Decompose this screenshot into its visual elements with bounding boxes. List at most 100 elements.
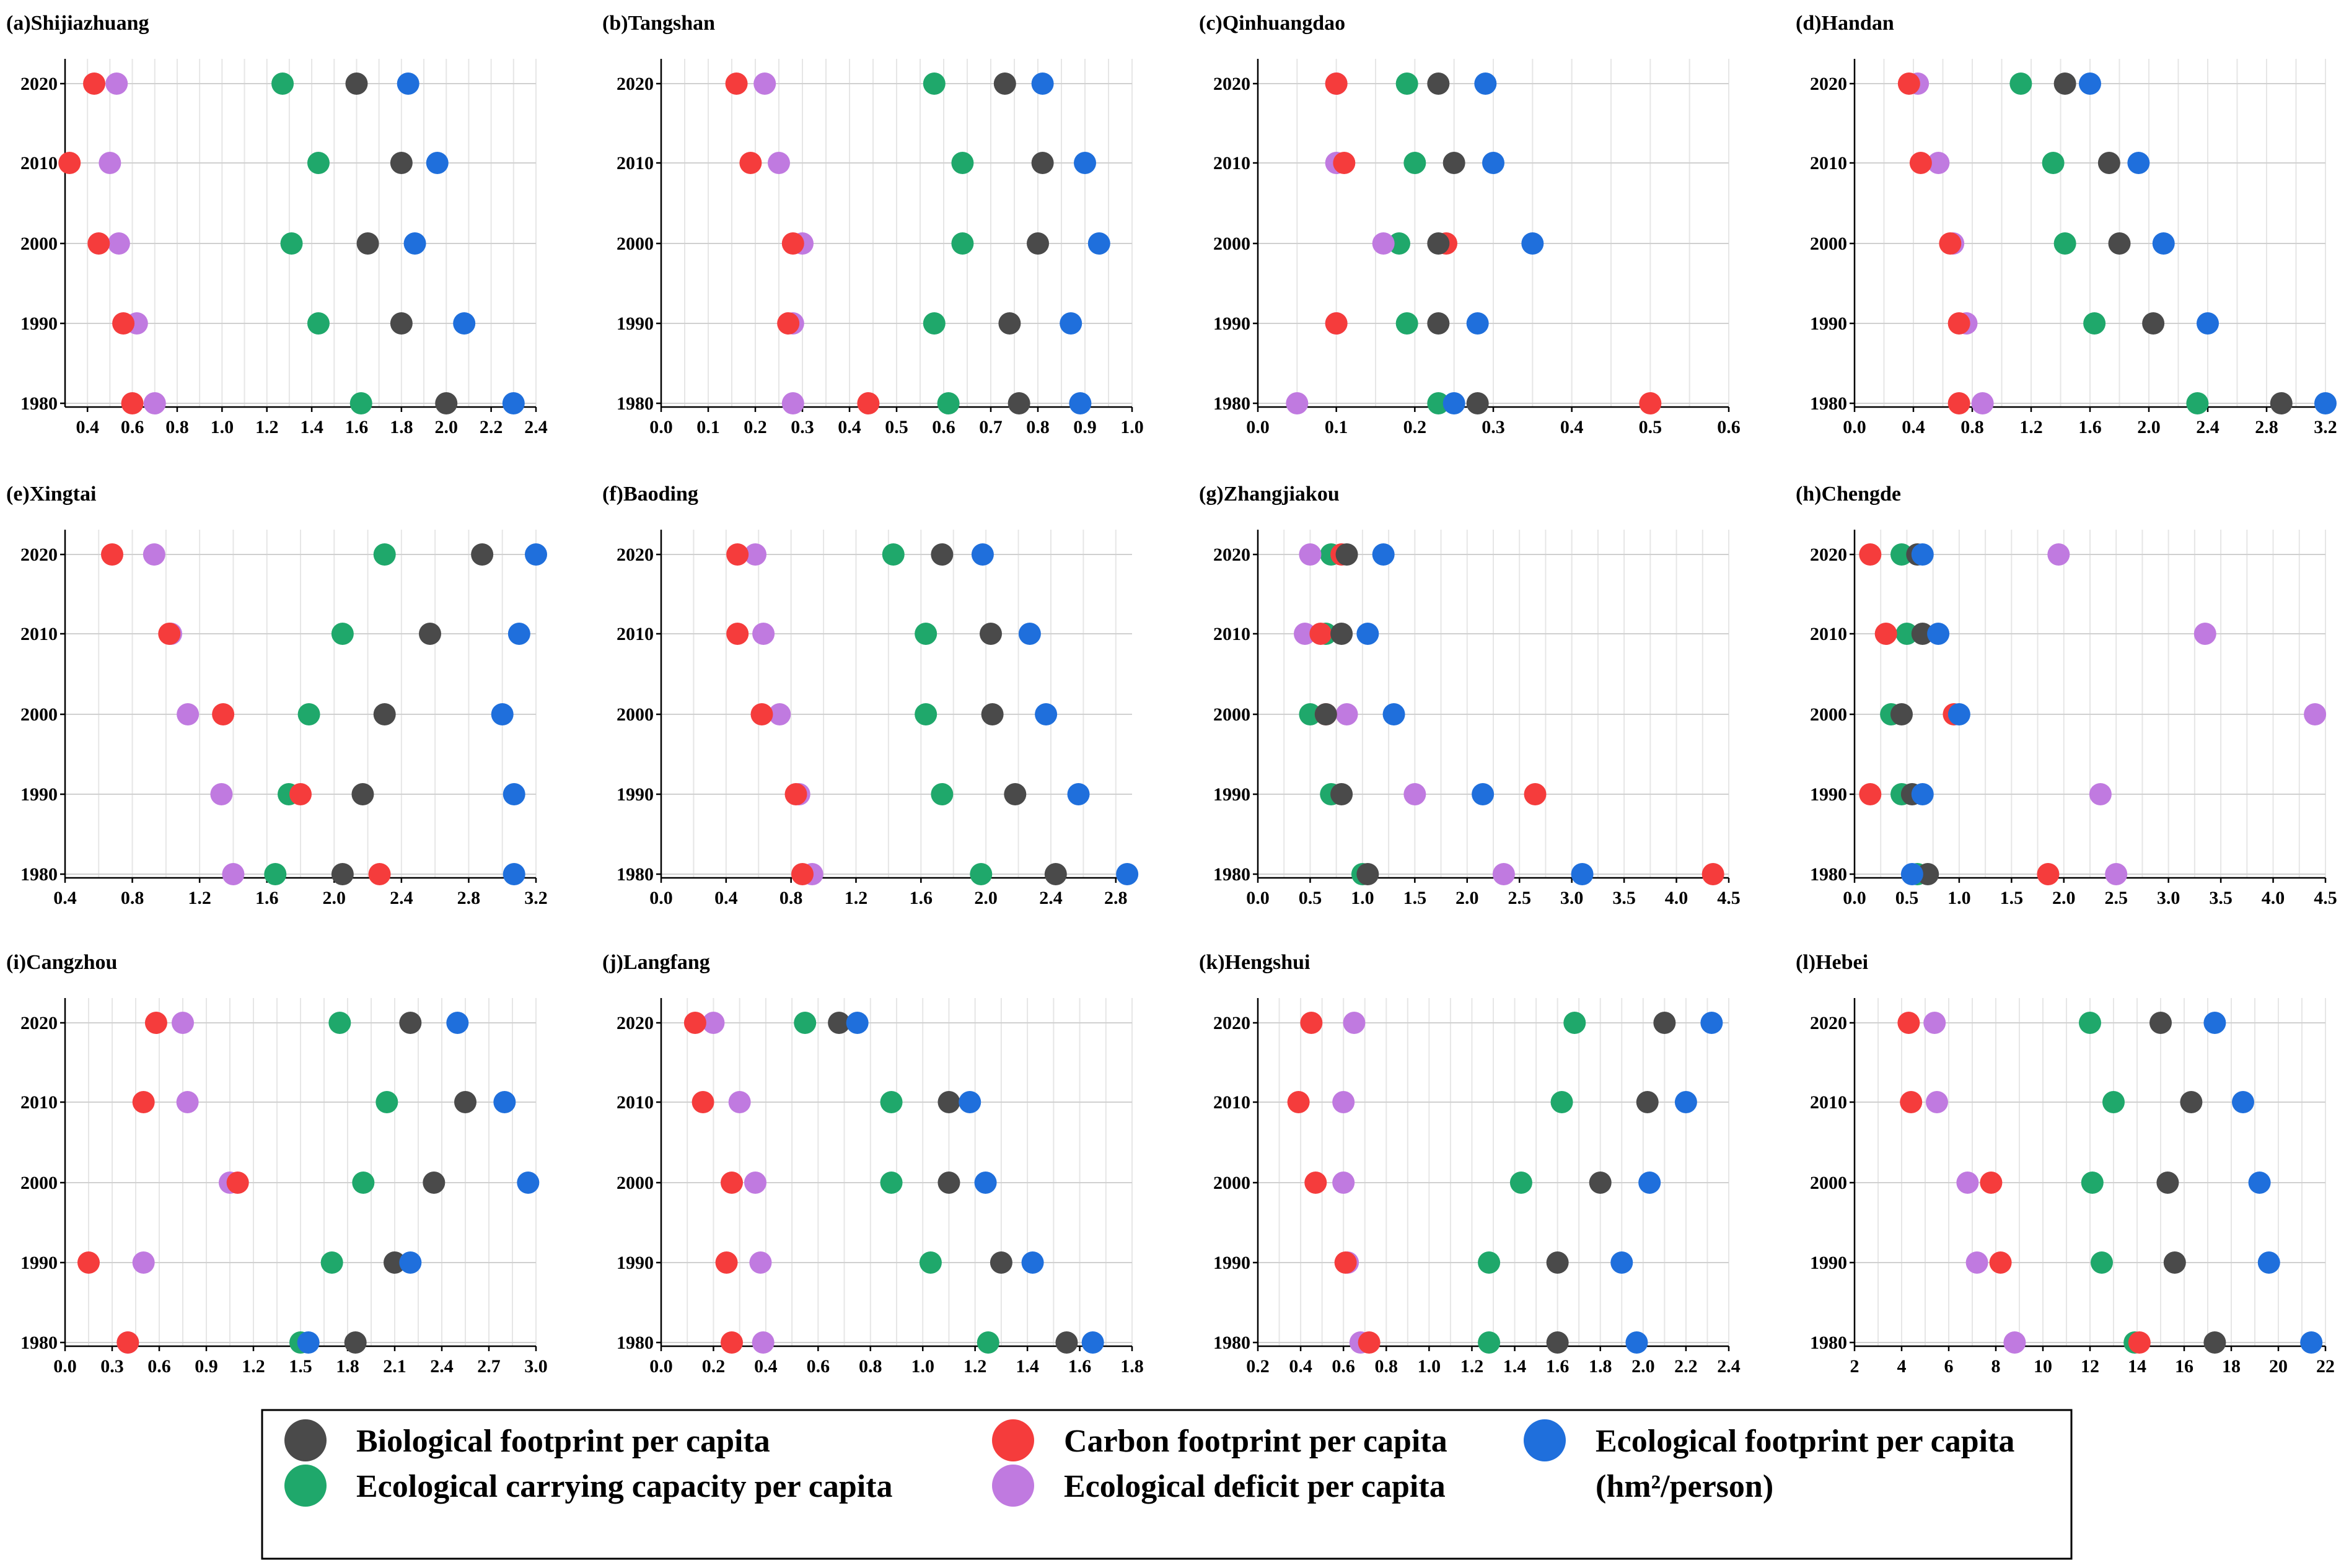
point-def-2010 <box>176 1091 199 1113</box>
point-carbon-1990 <box>289 783 312 805</box>
point-eco-1980 <box>1900 863 1923 885</box>
point-bio-2000 <box>423 1172 446 1194</box>
y-tick-label: 2000 <box>20 1173 58 1193</box>
y-tick-label: 1980 <box>1213 1333 1250 1353</box>
point-cap-2010 <box>331 623 354 645</box>
point-bio-2020 <box>993 72 1016 95</box>
y-tick-label: 2020 <box>617 1013 654 1033</box>
point-bio-1990 <box>390 312 413 335</box>
x-tick-label: 0.3 <box>791 417 814 437</box>
point-eco-2010 <box>1674 1091 1697 1113</box>
x-tick-label: 0.0 <box>649 888 673 908</box>
x-tick-label: 2.8 <box>457 888 481 908</box>
point-cap-2000 <box>1388 232 1410 255</box>
x-tick-label: 2.7 <box>477 1356 501 1377</box>
point-def-2000 <box>107 232 130 255</box>
x-tick-label: 0.4 <box>76 417 99 437</box>
legend-marker <box>992 1465 1034 1507</box>
y-tick-label: 1990 <box>1810 1253 1847 1273</box>
point-eco-2000 <box>1947 703 1970 725</box>
panel-title: (c)Qinhuangdao <box>1199 12 1345 35</box>
y-tick-label: 2020 <box>617 545 654 565</box>
point-bio-2020 <box>2149 1012 2172 1034</box>
point-cap-2000 <box>280 232 303 255</box>
panel-title: (k)Hengshui <box>1199 951 1311 974</box>
y-tick-label: 2010 <box>1213 1092 1250 1113</box>
legend-marker <box>284 1465 327 1507</box>
x-tick-label: 1.0 <box>911 1356 934 1377</box>
y-tick-label: 2020 <box>20 74 58 94</box>
panel-2: (b)Tangshan 2020 2010 2000 1990 1980 0.0 0.1 0.2… <box>602 12 1144 437</box>
x-tick-label: 8 <box>1991 1356 2001 1377</box>
point-def-2010 <box>1926 1091 1948 1113</box>
x-tick-label: 3.2 <box>524 888 548 908</box>
point-def-2020 <box>702 1012 725 1034</box>
point-cap-2020 <box>923 72 946 95</box>
point-eco-1990 <box>1911 783 1934 805</box>
point-carbon-1980 <box>857 392 880 414</box>
point-bio-2020 <box>2053 72 2076 95</box>
x-tick-label: 0.0 <box>649 417 673 437</box>
y-tick-label: 1990 <box>617 784 654 805</box>
point-carbon-2020 <box>726 543 749 566</box>
y-tick-label: 2010 <box>1213 153 1250 173</box>
legend-box <box>261 1409 2073 1560</box>
point-carbon-1990 <box>112 312 135 335</box>
point-bio-1980 <box>1466 392 1489 414</box>
x-tick-label: 1.0 <box>1947 888 1971 908</box>
point-bio-2010 <box>937 1091 960 1113</box>
point-carbon-1990 <box>1859 783 1882 805</box>
x-tick-label: 1.6 <box>1068 1356 1092 1377</box>
point-def-2020 <box>105 72 128 95</box>
point-carbon-1980 <box>121 392 144 414</box>
y-tick-label: 1990 <box>617 1253 654 1273</box>
y-tick-label: 2010 <box>20 153 58 173</box>
point-def-1990 <box>1965 1251 1988 1274</box>
y-tick-label: 2020 <box>1810 545 1847 565</box>
point-eco-1980 <box>1571 863 1594 885</box>
y-tick-label: 2000 <box>617 234 654 254</box>
y-tick-label: 2020 <box>1810 74 1847 94</box>
point-def-2010 <box>728 1091 751 1113</box>
point-carbon-2000 <box>1980 1172 2003 1194</box>
y-tick-label: 1980 <box>617 393 654 414</box>
y-tick-label: 2010 <box>617 153 654 173</box>
point-cap-1990 <box>2091 1251 2113 1274</box>
x-tick-label: 4 <box>1897 1356 1907 1377</box>
point-carbon-1980 <box>116 1331 139 1354</box>
x-tick-label: 0.5 <box>1895 888 1919 908</box>
x-tick-label: 0.4 <box>754 1356 778 1377</box>
x-tick-label: 0.2 <box>744 417 767 437</box>
x-tick-label: 0.6 <box>147 1356 171 1377</box>
x-tick-label: 0.2 <box>1246 1356 1270 1377</box>
point-def-2000 <box>768 703 791 725</box>
point-cap-2000 <box>2081 1172 2104 1194</box>
y-tick-label: 2000 <box>1213 704 1250 725</box>
point-carbon-2010 <box>1909 152 1932 174</box>
point-def-2010 <box>1927 152 1950 174</box>
y-tick-label: 1990 <box>20 1253 58 1273</box>
point-carbon-1980 <box>368 863 391 885</box>
legend-label: Biological footprint per capita <box>356 1424 770 1459</box>
y-tick-label: 1980 <box>1810 1333 1847 1353</box>
x-tick-label: 1.4 <box>300 417 323 437</box>
point-cap-2010 <box>2102 1091 2125 1113</box>
point-carbon-2020 <box>101 543 123 566</box>
point-cap-2020 <box>794 1012 817 1034</box>
point-def-2000 <box>1335 703 1358 725</box>
point-eco-2000 <box>1035 703 1058 725</box>
point-carbon-1980 <box>791 863 814 885</box>
point-def-1980 <box>1286 392 1309 414</box>
point-eco-1980 <box>503 863 525 885</box>
point-bio-1980 <box>1008 392 1030 414</box>
point-eco-1980 <box>1081 1331 1104 1354</box>
x-tick-label: 2.0 <box>2052 888 2076 908</box>
y-tick-label: 2000 <box>617 704 654 725</box>
x-tick-label: 2.0 <box>974 888 998 908</box>
x-tick-label: 0.9 <box>1073 417 1097 437</box>
y-tick-label: 1990 <box>20 784 58 805</box>
point-bio-1990 <box>2142 312 2165 335</box>
point-def-1980 <box>781 392 804 414</box>
point-carbon-2010 <box>1900 1091 1923 1113</box>
x-tick-label: 0.2 <box>1403 417 1427 437</box>
